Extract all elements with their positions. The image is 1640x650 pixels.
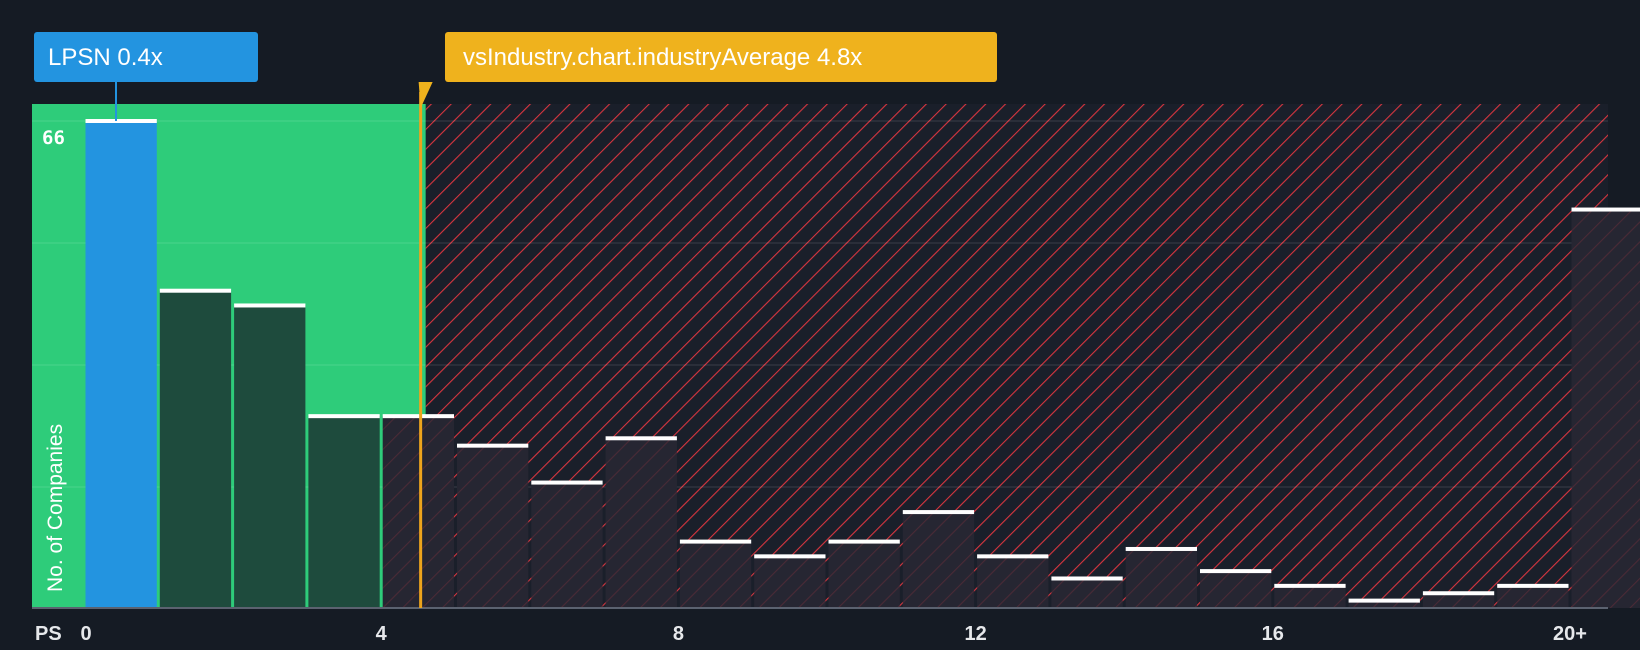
histogram-bar-cap <box>1051 576 1123 581</box>
industry-average-label: vsIndustry.chart.industryAverage 4.8x <box>463 44 862 71</box>
histogram-bar <box>531 482 603 608</box>
histogram-bar-cap <box>308 414 380 419</box>
y-axis-max-label: 66 <box>42 127 65 149</box>
company-label: LPSN 0.4x <box>48 44 163 71</box>
histogram-bar <box>85 121 157 608</box>
histogram-bar-cap <box>1274 583 1346 588</box>
histogram-bar <box>605 438 677 608</box>
x-tick-label: 0 <box>80 623 91 645</box>
histogram-bar <box>754 556 826 608</box>
histogram-bar <box>1348 600 1420 608</box>
x-tick-label: 8 <box>673 623 684 645</box>
histogram-bar <box>902 512 975 608</box>
x-axis-label: PS <box>35 623 62 645</box>
histogram-bar-cap <box>1348 598 1420 603</box>
histogram-bar-cap <box>1571 207 1640 212</box>
overvalued-zone <box>425 104 1608 608</box>
y-axis-label: No. of Companies <box>44 424 67 592</box>
histogram-bar-cap <box>679 539 752 544</box>
histogram-bar <box>1125 548 1197 608</box>
histogram-bar-cap <box>605 436 677 441</box>
industry-average-callout: vsIndustry.chart.industryAverage 4.8x <box>418 32 997 108</box>
histogram-bar-cap <box>977 554 1049 559</box>
histogram-bars <box>85 119 1640 608</box>
histogram-bar-cap <box>1497 583 1569 588</box>
histogram-bar <box>1497 585 1569 608</box>
histogram-bar <box>1422 593 1495 608</box>
x-axis-ticks: 0 4 8 12 16 20+ <box>80 623 1587 645</box>
histogram-bar <box>977 556 1049 608</box>
histogram-bar-cap <box>234 303 306 308</box>
histogram-bar <box>308 416 380 608</box>
histogram-bar-cap <box>902 510 975 515</box>
histogram-bar <box>234 305 306 608</box>
histogram-bar <box>1051 578 1123 608</box>
histogram-bar-cap <box>457 443 529 448</box>
histogram-bar <box>679 541 752 608</box>
histogram-bar-cap <box>1422 591 1495 596</box>
histogram-bar-cap <box>754 554 826 559</box>
histogram-bar-cap <box>1125 546 1197 551</box>
histogram-bar-cap <box>85 119 157 123</box>
company-callout: LPSN 0.4x <box>34 32 258 82</box>
histogram-bar <box>828 541 900 608</box>
histogram-bar-overlap <box>425 416 454 608</box>
histogram-bar-cap <box>828 539 900 544</box>
x-tick-label: 16 <box>1262 623 1284 645</box>
histogram-bar-cap <box>531 480 603 485</box>
histogram-bar-cap <box>159 288 232 293</box>
x-tick-label: 4 <box>376 623 388 645</box>
histogram-bar <box>159 290 232 608</box>
histogram-bar <box>457 445 529 608</box>
x-tick-label: 20+ <box>1553 623 1587 645</box>
histogram-bar-cap <box>382 414 454 419</box>
histogram-bar-cap <box>1200 569 1272 574</box>
x-tick-label: 12 <box>964 623 986 645</box>
histogram-bar <box>1571 209 1640 608</box>
histogram-bar <box>1200 571 1272 608</box>
histogram-bar <box>1274 585 1346 608</box>
